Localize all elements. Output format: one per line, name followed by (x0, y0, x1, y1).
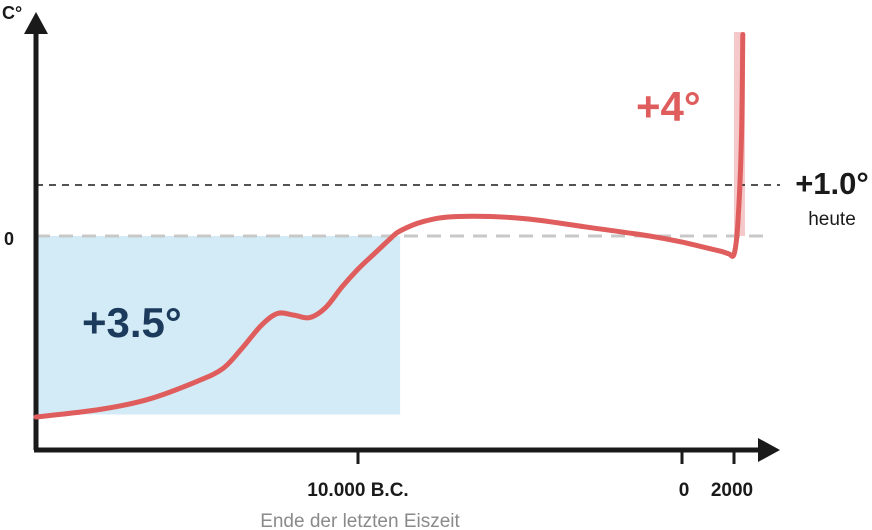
x-tick-label: 2000 (711, 480, 753, 501)
temperature-series-line-0 (33, 32, 746, 420)
axes-layer (24, 12, 780, 464)
x-annotation: Ende der letzten Eiszeit (260, 511, 460, 530)
x-tick-label: 0 (679, 480, 690, 501)
y-axis-arrow-icon (24, 12, 48, 34)
x-axis-arrow-icon (758, 438, 780, 462)
today-value-label: +1.0° (795, 166, 869, 201)
y-axis-label: C° (2, 3, 22, 23)
ice-age-region (36, 236, 401, 415)
series-layer (33, 32, 746, 420)
warming-delta-label: +4° (636, 83, 701, 130)
ice-age-delta-label: +3.5° (82, 299, 182, 346)
y-zero-label: 0 (4, 229, 14, 249)
x-tick-label: 10.000 B.C. (307, 480, 408, 501)
labels-layer: 10.000 B.C. 0 2000 Ende der letzten Eiszeit… (2, 3, 869, 530)
today-sublabel: heute (808, 209, 856, 230)
